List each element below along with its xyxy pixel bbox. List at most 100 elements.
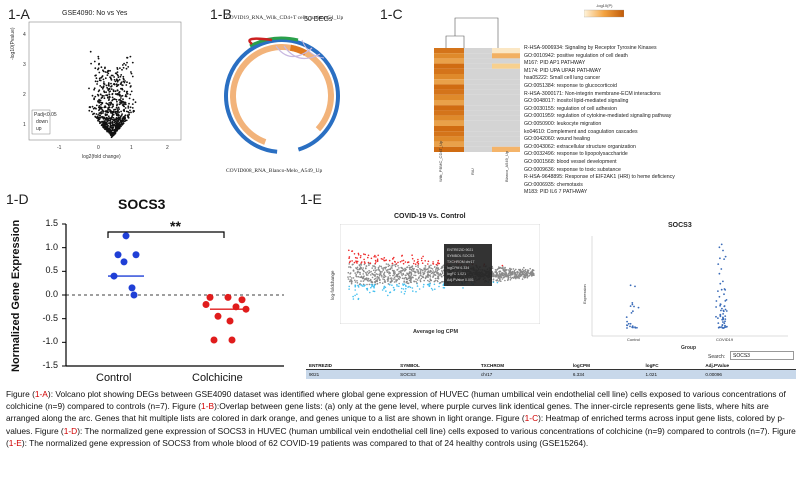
heatmap-term: GO:0051384: response to glucocorticoid (524, 82, 617, 89)
panel-label-1c: 1-C (380, 6, 403, 22)
ma-point (428, 285, 431, 288)
heatmap-term-list: R-HSA-9006934: Signaling by Receptor Tyr… (524, 45, 675, 197)
heatmap-term: GO:0006935: chemotaxis (524, 181, 583, 188)
ma-point (509, 269, 512, 272)
strip-xtick: COVID19 (716, 337, 734, 342)
socs3-ytick: 0.5 (45, 265, 58, 276)
table-row[interactable]: 9021 SOCS3 chr17 6.334 1.021 0.00096 (306, 369, 796, 379)
ma-point (394, 278, 396, 280)
ma-point (385, 290, 387, 292)
ma-point (531, 270, 533, 272)
volcano-point (133, 110, 135, 112)
volcano-point (123, 78, 125, 81)
circos-degs-label: 50 DEGs (304, 16, 333, 23)
ma-point (531, 272, 533, 274)
volcano-point (124, 119, 127, 122)
strip-point (719, 303, 722, 306)
ma-point (403, 293, 406, 295)
ma-point (393, 264, 395, 266)
volcano-point (118, 93, 121, 96)
table-header[interactable]: ENTREZID (309, 363, 332, 368)
ma-point (357, 286, 360, 288)
ma-point (362, 269, 365, 272)
volcano-point (104, 71, 107, 73)
socs3-dot (122, 232, 130, 240)
volcano-point (122, 75, 125, 78)
ma-point (388, 268, 390, 271)
strip-point (719, 257, 721, 260)
ma-point (407, 261, 409, 264)
table-header[interactable]: logCPM (572, 363, 590, 368)
volcano-point (108, 96, 111, 99)
ma-point (392, 274, 394, 277)
volcano-point (94, 67, 97, 70)
ma-point (379, 270, 382, 273)
volcano-point (107, 115, 110, 118)
strip-point (724, 320, 726, 323)
volcano-point (114, 126, 117, 129)
ma-point (350, 277, 353, 279)
strip-point (717, 263, 720, 265)
volcano-point (111, 92, 114, 95)
heatmap-term: GO:0032496: response to lipopolysacchari… (524, 151, 628, 158)
ma-point (351, 250, 354, 252)
ma-point (510, 274, 513, 276)
volcano-point (129, 93, 132, 96)
ma-point (440, 273, 443, 276)
volcano-point (121, 94, 124, 97)
ma-point (391, 284, 393, 286)
ma-point (530, 271, 532, 273)
volcano-point (111, 135, 114, 138)
table-header[interactable]: Adj.PValue (705, 363, 730, 368)
strip-point (631, 303, 634, 306)
socs3-dot (206, 293, 214, 301)
ma-point (519, 275, 522, 278)
volcano-point (112, 89, 115, 92)
volcano-point (117, 79, 119, 82)
volcano-point (107, 72, 110, 75)
ma-point (355, 261, 358, 263)
ma-point (400, 273, 403, 275)
volcano-point (112, 132, 115, 134)
volcano-point (122, 100, 124, 103)
volcano-point (102, 69, 104, 72)
volcano-point (93, 107, 96, 109)
heatmap-cell (492, 48, 520, 54)
ma-point (511, 276, 514, 279)
strip-xlabel: Group (681, 345, 696, 351)
table-header[interactable]: logFC (645, 363, 659, 368)
ma-point (377, 278, 379, 280)
volcano-point (101, 96, 104, 99)
search-input[interactable]: SOCS3 (730, 351, 794, 360)
table-header[interactable]: TXCHROM (480, 363, 505, 368)
socs3-ytick: 0.0 (45, 289, 58, 299)
ma-point (426, 271, 429, 273)
heatmap-cell (464, 105, 492, 111)
ma-point (374, 262, 377, 265)
ma-point (435, 263, 438, 266)
ma-point (492, 281, 495, 283)
volcano-point (103, 90, 105, 93)
ma-point (393, 276, 396, 279)
ma-point (383, 285, 386, 288)
ma-point (366, 289, 369, 291)
ma-point (383, 257, 386, 259)
volcano-point (123, 62, 125, 65)
ma-point (424, 265, 427, 267)
table-header[interactable]: SYMBOL (400, 363, 420, 368)
caption-ref: 1-B (201, 401, 215, 412)
ma-point (420, 257, 423, 260)
strip-point (626, 327, 628, 329)
volcano-point (127, 105, 130, 108)
volcano-point (118, 91, 120, 94)
ma-point (389, 277, 392, 280)
ma-point (428, 280, 430, 283)
panel-label-1b: 1-B (210, 6, 232, 22)
volcano-point (112, 134, 115, 137)
ma-point (383, 266, 385, 269)
strip-point (636, 326, 638, 329)
volcano-point (116, 67, 119, 69)
ma-point (432, 276, 434, 278)
ma-point (408, 264, 410, 267)
ma-point (355, 267, 357, 269)
